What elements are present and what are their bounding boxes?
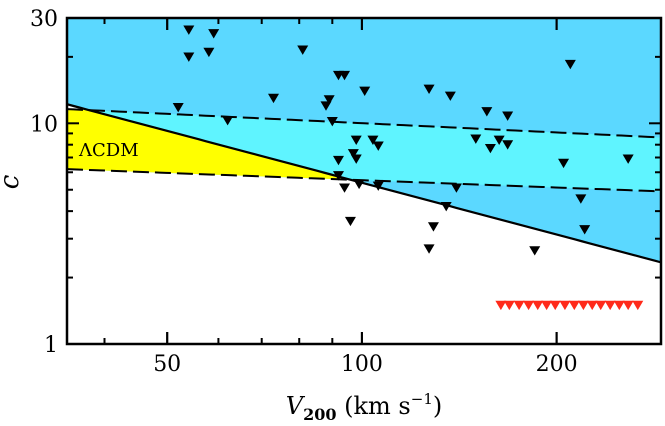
x-axis-subscript: 200 xyxy=(303,405,336,424)
data-point-marker xyxy=(444,91,456,101)
lcdm-upper-dashed-line xyxy=(67,108,661,139)
upper-limit-marker xyxy=(523,300,535,311)
data-point-marker xyxy=(367,135,379,145)
upper-limit-marker xyxy=(568,300,580,311)
data-point-marker xyxy=(350,154,362,164)
x-tick-label: 50 xyxy=(153,352,181,377)
data-point-marker xyxy=(323,95,335,105)
upper-limit-marker xyxy=(613,300,625,311)
upper-limit-marker xyxy=(549,300,561,311)
data-point-marker xyxy=(332,171,344,181)
data-point-marker xyxy=(268,93,280,104)
data-point-marker xyxy=(339,70,351,81)
lcdm-band-yellow xyxy=(67,109,351,180)
data-point-marker xyxy=(558,158,570,169)
data-point-marker xyxy=(427,222,439,232)
data-point-marker xyxy=(297,45,309,55)
limit-line-solid xyxy=(67,103,661,264)
data-point-marker xyxy=(579,225,591,235)
data-point-marker xyxy=(183,25,195,35)
data-point-marker xyxy=(440,202,452,212)
data-point-marker xyxy=(423,244,435,254)
upper-limit-marker xyxy=(495,300,507,311)
y-tick-label: 30 xyxy=(30,7,58,32)
data-point-marker xyxy=(484,143,496,154)
y-axis-title: c xyxy=(0,174,25,189)
data-point-marker xyxy=(575,194,587,204)
upper-limit-marker xyxy=(503,300,515,311)
upper-limit-marker xyxy=(532,300,544,311)
upper-limit-marker xyxy=(541,300,553,311)
upper-limit-marker xyxy=(577,300,589,311)
data-point-marker xyxy=(502,140,514,150)
x-axis-unit-prefix: (km s xyxy=(344,392,411,420)
data-point-marker xyxy=(359,86,371,97)
upper-limit-marker xyxy=(622,300,634,311)
x-axis-unit-suffix: ) xyxy=(433,392,442,420)
x-tick-label: 200 xyxy=(536,352,578,377)
upper-limit-marker xyxy=(632,300,644,311)
data-point-marker xyxy=(203,47,215,58)
upper-limit-marker xyxy=(595,300,607,311)
upper-limit-marker xyxy=(604,300,616,311)
data-point-marker xyxy=(450,183,462,193)
data-point-marker xyxy=(183,52,195,62)
data-point-marker xyxy=(564,59,576,70)
data-point-marker xyxy=(529,246,541,256)
x-axis-title: V200 (km s−1) xyxy=(286,390,443,424)
data-point-marker xyxy=(208,29,220,39)
data-point-marker xyxy=(347,149,359,159)
upper-limit-marker xyxy=(513,300,525,311)
upper-limit-marker xyxy=(559,300,571,311)
data-point-marker xyxy=(372,141,384,151)
y-tick-label: 1 xyxy=(44,333,58,358)
data-point-marker xyxy=(344,216,356,227)
data-point-marker xyxy=(222,116,234,126)
data-point-marker xyxy=(423,84,435,94)
data-point-marker xyxy=(493,135,505,145)
data-point-marker xyxy=(339,183,351,193)
x-tick-label: 100 xyxy=(341,352,383,377)
data-point-marker xyxy=(372,181,384,191)
x-axis-unit-exponent: −1 xyxy=(411,390,433,408)
data-point-marker xyxy=(502,111,514,121)
plot-frame xyxy=(65,16,663,346)
data-point-marker xyxy=(470,134,482,144)
data-point-marker xyxy=(326,117,338,127)
y-tick-label: 10 xyxy=(30,112,58,137)
data-point-marker xyxy=(350,135,362,145)
data-point-marker xyxy=(332,155,344,166)
data-point-marker xyxy=(353,179,365,190)
data-point-marker xyxy=(481,107,493,117)
data-point-marker xyxy=(622,154,634,164)
lcdm-annotation: ΛCDM xyxy=(78,140,139,161)
x-axis-symbol: V xyxy=(286,392,306,420)
upper-limit-marker xyxy=(586,300,598,311)
data-point-marker xyxy=(172,103,184,113)
